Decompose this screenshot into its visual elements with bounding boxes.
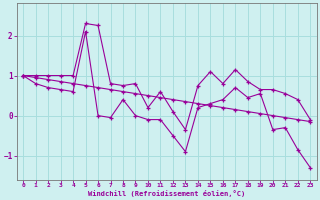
X-axis label: Windchill (Refroidissement éolien,°C): Windchill (Refroidissement éolien,°C) bbox=[88, 190, 245, 197]
